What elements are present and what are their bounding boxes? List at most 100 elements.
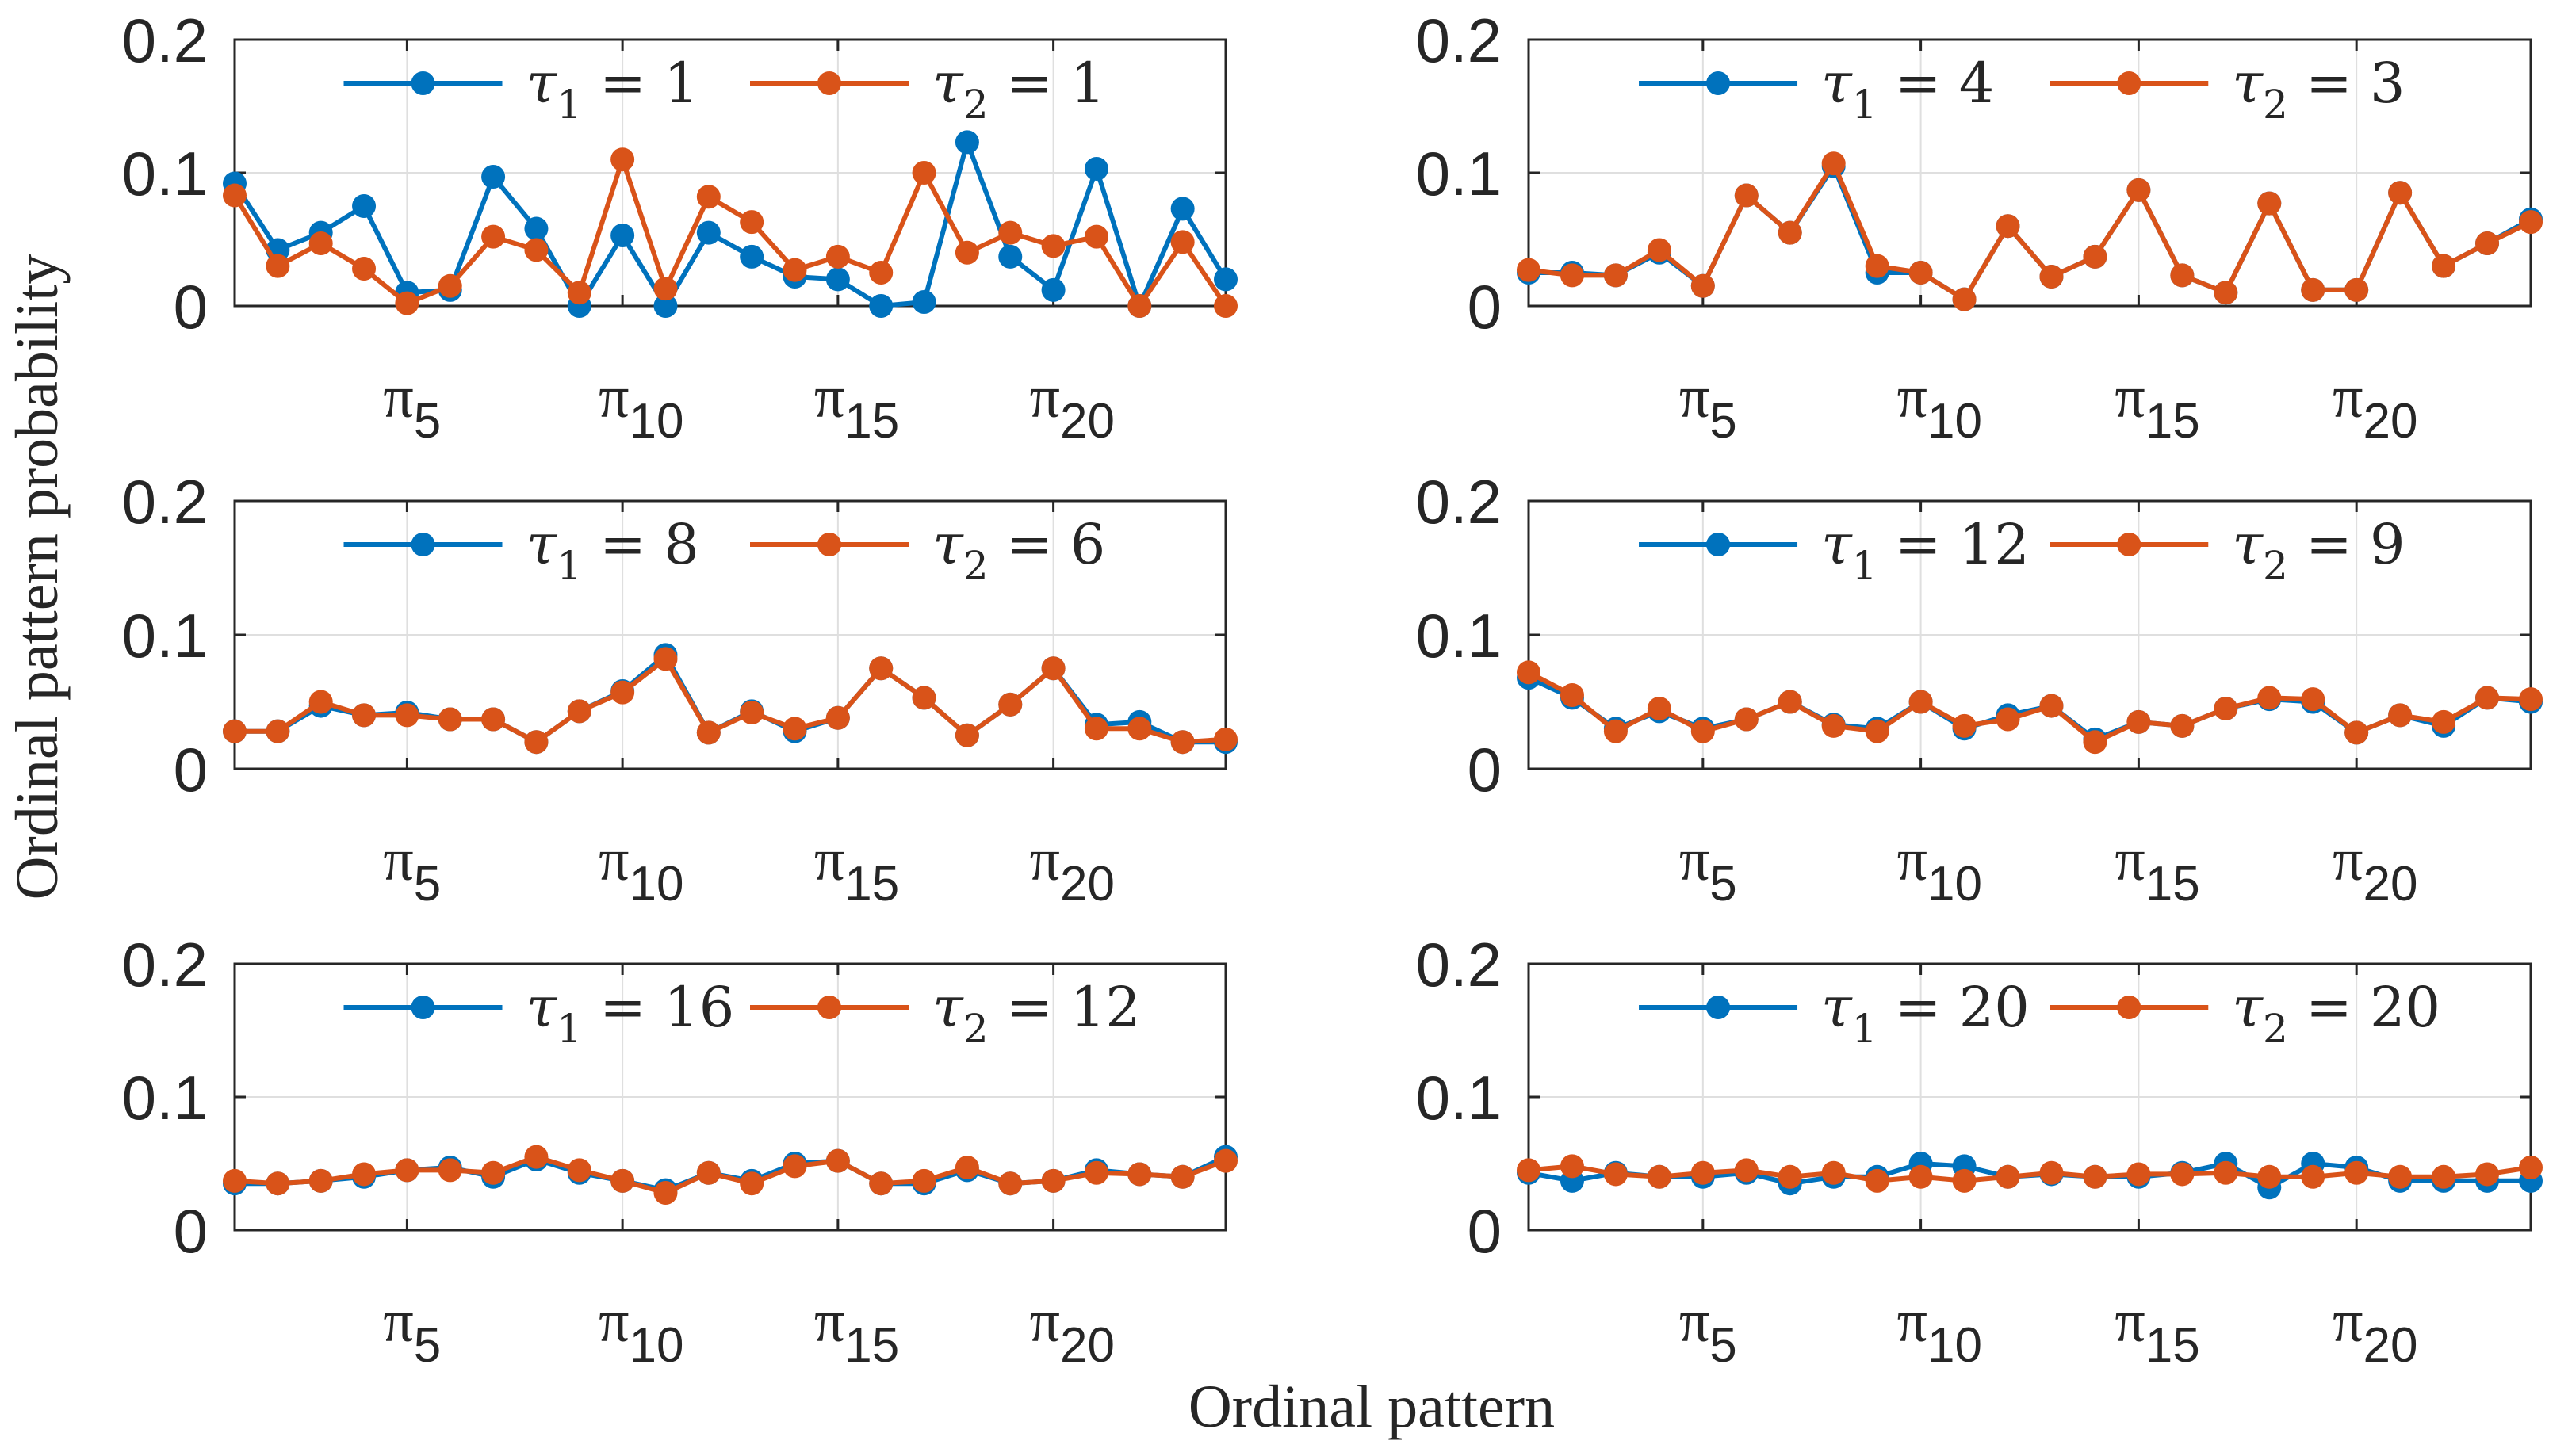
x-tick-label: π5 bbox=[1679, 827, 1737, 911]
data-point bbox=[2126, 1162, 2151, 1187]
legend-marker bbox=[411, 71, 435, 95]
data-point bbox=[524, 238, 549, 262]
data-point bbox=[1084, 717, 1108, 741]
legend-subscript: 2 bbox=[2263, 82, 2288, 128]
x-tick-label: π5 bbox=[1679, 364, 1737, 449]
data-point bbox=[1778, 220, 1802, 245]
x-tick-subscript: 20 bbox=[2363, 1318, 2418, 1373]
legend-label: τ2 = 6 bbox=[932, 512, 1105, 589]
legend-item: τ1 = 4 bbox=[1639, 51, 1994, 128]
x-tick-label: π15 bbox=[2115, 364, 2199, 449]
data-point bbox=[2344, 720, 2369, 745]
x-tick-subscript: 5 bbox=[414, 857, 441, 911]
legend-value: 6 bbox=[1070, 512, 1106, 577]
data-point bbox=[1170, 730, 1195, 755]
data-point bbox=[1865, 254, 1889, 278]
data-point bbox=[352, 1162, 377, 1187]
legend-symbol: τ bbox=[2232, 975, 2264, 1040]
data-point bbox=[1214, 727, 1238, 751]
x-tick-symbol: π bbox=[2333, 827, 2363, 893]
data-point bbox=[696, 185, 721, 209]
legend-marker bbox=[1706, 996, 1731, 1019]
legend-item: τ2 = 6 bbox=[750, 512, 1105, 589]
x-tick-symbol: π bbox=[2333, 364, 2363, 430]
data-point bbox=[438, 1158, 462, 1183]
x-tick-subscript: 15 bbox=[2145, 857, 2200, 911]
data-point bbox=[2475, 231, 2500, 256]
y-tick-label: 0.2 bbox=[122, 467, 208, 537]
legend-equals: = bbox=[582, 512, 664, 577]
data-point bbox=[1603, 263, 1628, 288]
legend-equals: = bbox=[2288, 975, 2370, 1040]
data-point bbox=[696, 1160, 721, 1185]
data-point bbox=[1996, 707, 2020, 732]
x-tick-symbol: π bbox=[814, 1288, 844, 1355]
data-point bbox=[223, 1168, 247, 1193]
legend-symbol: τ bbox=[2232, 512, 2264, 577]
data-point bbox=[223, 719, 247, 743]
data-point bbox=[2126, 709, 2151, 734]
data-point bbox=[2344, 277, 2369, 302]
x-tick-label: π5 bbox=[1679, 1288, 1737, 1373]
data-point bbox=[610, 1168, 635, 1193]
data-point bbox=[2039, 1160, 2064, 1185]
x-tick-subscript: 5 bbox=[1709, 394, 1736, 449]
legend-subscript: 2 bbox=[2263, 543, 2288, 589]
y-tick-label: 0 bbox=[174, 1196, 208, 1266]
x-tick-subscript: 15 bbox=[2145, 1318, 2200, 1373]
legend-value: 12 bbox=[1070, 975, 1141, 1040]
data-point bbox=[653, 647, 678, 671]
x-tick-label: π10 bbox=[599, 827, 683, 911]
x-tick-subscript: 15 bbox=[844, 857, 899, 911]
data-point bbox=[1560, 683, 1584, 708]
x-tick-label: π15 bbox=[814, 364, 899, 449]
legend-item: τ2 = 12 bbox=[750, 975, 1141, 1052]
data-point bbox=[2475, 686, 2500, 710]
data-point bbox=[783, 1154, 807, 1179]
legend-subscript: 1 bbox=[1852, 82, 1877, 128]
legend-marker bbox=[817, 71, 841, 95]
data-point bbox=[1517, 258, 1540, 282]
x-tick-symbol: π bbox=[599, 1288, 629, 1355]
data-point bbox=[481, 1160, 506, 1185]
data-point bbox=[1603, 1162, 1628, 1187]
y-tick-label: 0 bbox=[1468, 735, 1502, 804]
data-point bbox=[2388, 181, 2413, 205]
x-tick-symbol: π bbox=[383, 827, 413, 893]
x-tick-symbol: π bbox=[814, 364, 844, 430]
legend-equals: = bbox=[1877, 975, 1959, 1040]
data-point bbox=[567, 1158, 591, 1183]
legend-label: τ1 = 12 bbox=[1821, 512, 2030, 589]
series-line bbox=[232, 139, 1228, 308]
data-point bbox=[1603, 719, 1628, 743]
x-tick-label: π10 bbox=[1897, 364, 1982, 449]
legend-item: τ1 = 8 bbox=[343, 512, 699, 589]
y-tick-label: 0.1 bbox=[122, 1063, 208, 1133]
x-tick-subscript: 15 bbox=[844, 394, 899, 449]
legend-subscript: 1 bbox=[557, 1006, 582, 1052]
x-tick-subscript: 20 bbox=[1060, 857, 1115, 911]
data-point bbox=[1647, 1164, 1671, 1189]
x-tick-subscript: 15 bbox=[2145, 394, 2200, 449]
data-point bbox=[1908, 261, 1933, 285]
x-tick-symbol: π bbox=[1679, 364, 1709, 430]
data-point bbox=[1690, 273, 1715, 298]
data-point bbox=[869, 656, 894, 681]
data-point bbox=[955, 723, 979, 747]
data-point bbox=[653, 294, 678, 318]
data-point bbox=[2170, 713, 2195, 738]
data-point bbox=[567, 699, 591, 724]
data-point bbox=[524, 1145, 549, 1169]
data-point bbox=[1517, 1158, 1540, 1183]
data-point bbox=[395, 291, 419, 315]
data-point bbox=[610, 680, 635, 705]
x-tick-symbol: π bbox=[599, 827, 629, 893]
x-tick-symbol: π bbox=[1679, 827, 1709, 893]
data-point bbox=[1952, 713, 1977, 738]
data-point bbox=[1908, 690, 1933, 714]
data-point bbox=[524, 730, 549, 755]
legend-value: 20 bbox=[2370, 975, 2440, 1040]
